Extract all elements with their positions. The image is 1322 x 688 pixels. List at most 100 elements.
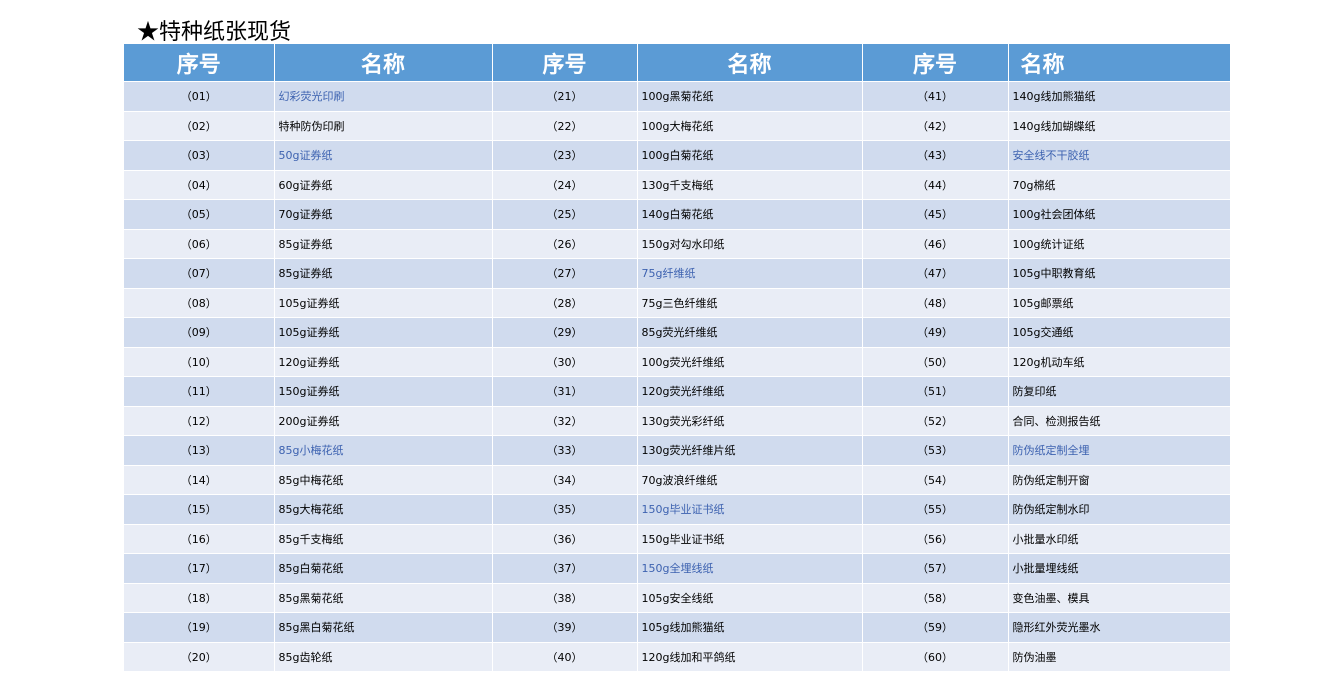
- seq-cell: （06）: [124, 228, 275, 259]
- table-row: （03） 50g证券纸 （23） 100g白菊花纸 （43） 安全线不干胶纸: [124, 140, 1231, 170]
- name-cell: 85g证券纸: [274, 258, 493, 288]
- name-cell: 200g证券纸: [274, 405, 493, 436]
- seq-cell: （27）: [492, 258, 638, 288]
- seq-cell: （52）: [862, 405, 1009, 436]
- seq-cell: （20）: [124, 641, 275, 671]
- table-row: （09） 105g证券纸 （29） 85g荧光纤维纸 （49） 105g交通纸: [124, 317, 1231, 347]
- seq-cell: （31）: [492, 376, 638, 406]
- seq-cell: （59）: [862, 612, 1009, 642]
- name-cell: 85g中梅花纸: [274, 464, 493, 495]
- name-cell: 100g黑菊花纸: [637, 81, 863, 111]
- seq-cell: （39）: [492, 612, 638, 642]
- seq-cell: （55）: [862, 494, 1009, 524]
- seq-cell: （46）: [862, 228, 1009, 259]
- seq-cell: （04）: [124, 169, 275, 200]
- seq-cell: （50）: [862, 346, 1009, 377]
- name-cell: 100g统计证纸: [1008, 228, 1231, 259]
- seq-cell: （24）: [492, 169, 638, 200]
- seq-cell: （53）: [862, 435, 1009, 465]
- name-cell: 85g荧光纤维纸: [637, 317, 863, 347]
- page-title: ★特种纸张现货: [137, 20, 292, 45]
- name-cell: 60g证券纸: [274, 169, 493, 200]
- table-row: （11） 150g证券纸 （31） 120g荧光纤维纸 （51） 防复印纸: [124, 376, 1231, 406]
- name-cell: 120g线加和平鸽纸: [637, 641, 863, 671]
- seq-cell: （28）: [492, 287, 638, 318]
- seq-cell: （43）: [862, 140, 1009, 170]
- seq-cell: （38）: [492, 582, 638, 613]
- seq-cell: （14）: [124, 464, 275, 495]
- header-row: 序号 名称 序号 名称 序号 名称: [124, 44, 1231, 82]
- name-cell: 120g机动车纸: [1008, 346, 1231, 377]
- seq-cell: （51）: [862, 376, 1009, 406]
- name-cell: 防复印纸: [1008, 376, 1231, 406]
- header-seq: 序号: [862, 44, 1009, 82]
- name-cell: 120g证券纸: [274, 346, 493, 377]
- name-cell: 150g毕业证书纸: [637, 523, 863, 554]
- name-cell: 85g小梅花纸: [274, 435, 493, 465]
- seq-cell: （16）: [124, 523, 275, 554]
- name-cell: 幻彩荧光印刷: [274, 81, 493, 111]
- name-cell: 120g荧光纤维纸: [637, 376, 863, 406]
- name-cell: 75g纤维纸: [637, 258, 863, 288]
- header-name: 名称: [1008, 44, 1231, 82]
- seq-cell: （54）: [862, 464, 1009, 495]
- name-cell: 100g社会团体纸: [1008, 199, 1231, 229]
- table-row: （05） 70g证券纸 （25） 140g白菊花纸 （45） 100g社会团体纸: [124, 199, 1231, 229]
- seq-cell: （29）: [492, 317, 638, 347]
- header-seq: 序号: [124, 44, 275, 82]
- name-cell: 100g大梅花纸: [637, 110, 863, 141]
- name-cell: 140g线加蝴蝶纸: [1008, 110, 1231, 141]
- seq-cell: （47）: [862, 258, 1009, 288]
- seq-cell: （41）: [862, 81, 1009, 111]
- seq-cell: （03）: [124, 140, 275, 170]
- name-cell: 150g对勾水印纸: [637, 228, 863, 259]
- seq-cell: （42）: [862, 110, 1009, 141]
- name-cell: 150g全埋线纸: [637, 553, 863, 583]
- seq-cell: （34）: [492, 464, 638, 495]
- table-row: （16） 85g千支梅纸 （36） 150g毕业证书纸 （56） 小批量水印纸: [124, 523, 1231, 554]
- name-cell: 105g交通纸: [1008, 317, 1231, 347]
- table-row: （01） 幻彩荧光印刷 （21） 100g黑菊花纸 （41） 140g线加熊猫纸: [124, 81, 1231, 111]
- seq-cell: （36）: [492, 523, 638, 554]
- name-cell: 85g大梅花纸: [274, 494, 493, 524]
- seq-cell: （09）: [124, 317, 275, 347]
- header-name: 名称: [274, 44, 493, 82]
- name-cell: 安全线不干胶纸: [1008, 140, 1231, 170]
- seq-cell: （12）: [124, 405, 275, 436]
- name-cell: 小批量水印纸: [1008, 523, 1231, 554]
- name-cell: 85g黑菊花纸: [274, 582, 493, 613]
- seq-cell: （08）: [124, 287, 275, 318]
- table-row: （13） 85g小梅花纸 （33） 130g荧光纤维片纸 （53） 防伪纸定制全埋: [124, 435, 1231, 465]
- table-row: （10） 120g证券纸 （30） 100g荧光纤维纸 （50） 120g机动车纸: [124, 346, 1231, 377]
- seq-cell: （56）: [862, 523, 1009, 554]
- paper-stock-table: 序号 名称 序号 名称 序号 名称 （01） 幻彩荧光印刷 （21） 100g黑菊花纸…: [124, 44, 1231, 671]
- name-cell: 150g毕业证书纸: [637, 494, 863, 524]
- table-row: （17） 85g白菊花纸 （37） 150g全埋线纸 （57） 小批量埋线纸: [124, 553, 1231, 583]
- seq-cell: （19）: [124, 612, 275, 642]
- name-cell: 70g证券纸: [274, 199, 493, 229]
- name-cell: 150g证券纸: [274, 376, 493, 406]
- seq-cell: （45）: [862, 199, 1009, 229]
- name-cell: 130g千支梅纸: [637, 169, 863, 200]
- table-row: （02） 特种防伪印刷 （22） 100g大梅花纸 （42） 140g线加蝴蝶纸: [124, 110, 1231, 141]
- seq-cell: （01）: [124, 81, 275, 111]
- name-cell: 隐形红外荧光墨水: [1008, 612, 1231, 642]
- seq-cell: （30）: [492, 346, 638, 377]
- name-cell: 小批量埋线纸: [1008, 553, 1231, 583]
- name-cell: 85g黑白菊花纸: [274, 612, 493, 642]
- seq-cell: （15）: [124, 494, 275, 524]
- seq-cell: （57）: [862, 553, 1009, 583]
- seq-cell: （25）: [492, 199, 638, 229]
- seq-cell: （44）: [862, 169, 1009, 200]
- seq-cell: （48）: [862, 287, 1009, 318]
- seq-cell: （13）: [124, 435, 275, 465]
- table-row: （08） 105g证券纸 （28） 75g三色纤维纸 （48） 105g邮票纸: [124, 287, 1231, 318]
- table-row: （20） 85g齿轮纸 （40） 120g线加和平鸽纸 （60） 防伪油墨: [124, 641, 1231, 671]
- seq-cell: （07）: [124, 258, 275, 288]
- seq-cell: （49）: [862, 317, 1009, 347]
- name-cell: 105g证券纸: [274, 287, 493, 318]
- name-cell: 70g棉纸: [1008, 169, 1231, 200]
- table-row: （06） 85g证券纸 （26） 150g对勾水印纸 （46） 100g统计证纸: [124, 228, 1231, 259]
- name-cell: 105g证券纸: [274, 317, 493, 347]
- table-row: （18） 85g黑菊花纸 （38） 105g安全线纸 （58） 变色油墨、模具: [124, 582, 1231, 613]
